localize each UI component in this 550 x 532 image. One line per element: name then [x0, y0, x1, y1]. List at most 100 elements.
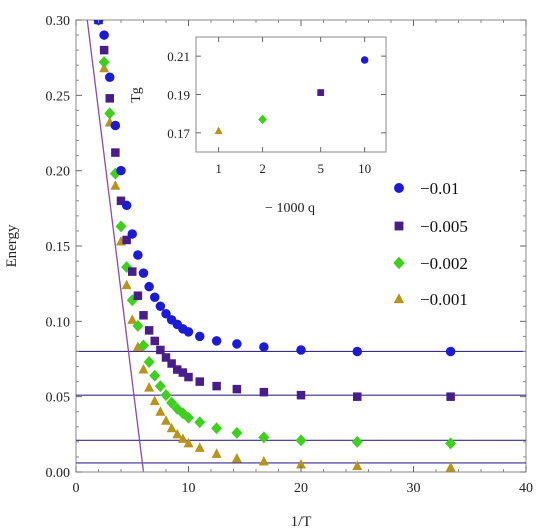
legend-label-series-1: −0.01	[420, 179, 459, 198]
data-point-series-3	[231, 426, 243, 439]
data-point-series-1	[144, 281, 154, 292]
legend: −0.01 −0.005 −0.002 −0.001	[393, 179, 468, 309]
data-point-series-4	[121, 279, 132, 290]
data-point-series-1	[105, 72, 115, 83]
inset-data-point-3	[317, 89, 325, 96]
data-point-series-3	[211, 422, 223, 435]
data-point-series-4	[110, 180, 121, 190]
data-point-series-3	[445, 437, 457, 450]
data-point-series-3	[115, 220, 127, 233]
x-tick-label: 40	[519, 481, 533, 496]
data-point-series-2	[128, 267, 137, 276]
data-point-series-3	[351, 435, 363, 448]
data-point-series-4	[149, 395, 160, 406]
data-point-series-2	[446, 392, 455, 401]
data-point-series-4	[352, 460, 363, 470]
data-point-series-4	[183, 437, 194, 448]
data-point-series-3	[98, 56, 110, 69]
y-tick-label: 0.20	[46, 165, 71, 180]
reference-line-layer	[86, 20, 145, 472]
data-point-series-1	[296, 345, 306, 355]
inset-x-tick-label: 5	[317, 161, 324, 176]
legend-marker-series-3	[393, 256, 405, 270]
inset-y-tick-label: 0.19	[167, 88, 190, 103]
data-point-series-2	[178, 368, 188, 377]
data-point-series-4	[155, 406, 166, 416]
data-point-series-2	[156, 345, 165, 355]
data-point-series-3	[143, 356, 155, 369]
data-point-series-4	[211, 448, 222, 458]
data-point-series-3	[104, 107, 116, 120]
inset-frame	[195, 36, 387, 153]
data-point-series-4	[127, 314, 138, 324]
data-point-series-2	[122, 235, 131, 245]
data-point-series-4	[258, 455, 269, 466]
data-point-series-3	[138, 339, 149, 352]
data-points	[93, 20, 457, 472]
inset-x-tick-label: 1	[215, 161, 222, 176]
data-point-series-1	[155, 301, 166, 312]
data-point-series-1	[352, 346, 362, 357]
data-point-series-2	[111, 148, 120, 157]
data-point-series-3	[132, 319, 144, 332]
data-point-series-2	[353, 392, 362, 401]
data-point-series-3	[258, 431, 270, 444]
data-point-series-4	[194, 442, 205, 452]
data-point-series-3	[183, 411, 194, 424]
data-point-series-4	[177, 433, 188, 443]
inset-data-point-4	[360, 56, 369, 64]
data-point-series-1	[110, 120, 121, 131]
inset-y-tick-label: 0.21	[167, 49, 190, 64]
x-tick-label: 30	[407, 481, 421, 496]
data-point-series-4	[144, 382, 155, 392]
data-point-series-2	[105, 94, 114, 103]
y-tick-label: 0.05	[46, 391, 71, 406]
y-axis-ticks: 0.00 0.05 0.10 0.15 0.20 0.25 0.30	[46, 14, 526, 481]
data-point-series-1	[183, 327, 194, 337]
data-point-series-1	[138, 268, 149, 278]
data-point-series-2	[184, 372, 193, 382]
y-tick-label: 0.30	[46, 14, 71, 29]
data-point-series-4	[138, 364, 149, 374]
data-point-series-2	[195, 377, 204, 386]
x-tick-label: 20	[294, 481, 308, 496]
x-tick-label: 10	[182, 481, 196, 496]
data-point-series-2	[99, 45, 109, 55]
y-tick-label: 0.10	[46, 315, 71, 330]
data-point-series-2	[150, 336, 159, 346]
data-point-series-1	[121, 200, 132, 211]
inset-plot: 1 2 5 10 0.17 0.19 0.21 − 1000 q Tg	[129, 36, 387, 216]
data-point-series-1	[445, 346, 456, 357]
y-tick-label: 0.15	[46, 240, 71, 255]
x-tick-label: 0	[73, 481, 80, 496]
data-point-series-2	[212, 381, 221, 391]
data-point-series-1	[161, 309, 171, 319]
data-point-series-2	[232, 384, 242, 394]
data-point-series-2	[161, 353, 171, 362]
data-point-series-2	[173, 365, 182, 374]
data-point-series-3	[166, 396, 178, 409]
data-point-series-3	[295, 434, 307, 447]
data-point-series-2	[167, 359, 176, 368]
inset-x-tick-label: 2	[259, 161, 266, 176]
data-point-series-4	[132, 341, 143, 351]
y-tick-label: 0.25	[46, 89, 71, 104]
data-point-series-1	[127, 229, 137, 239]
data-point-series-2	[296, 390, 306, 400]
legend-label-series-4: −0.001	[420, 290, 468, 309]
data-point-series-1	[133, 250, 143, 260]
data-point-series-4	[166, 422, 177, 433]
data-point-series-1	[211, 336, 222, 346]
inset-x-tick-label: 10	[358, 161, 371, 176]
data-point-series-1	[99, 30, 109, 40]
data-point-series-1	[150, 292, 160, 302]
data-point-series-4	[231, 452, 242, 463]
x-axis-title: 1/T	[291, 514, 312, 530]
data-point-series-2	[133, 291, 143, 300]
data-point-series-3	[154, 380, 166, 393]
data-point-series-1	[232, 339, 242, 349]
data-point-series-2	[144, 326, 154, 335]
data-point-series-4	[445, 461, 456, 472]
data-point-series-2	[116, 196, 126, 206]
